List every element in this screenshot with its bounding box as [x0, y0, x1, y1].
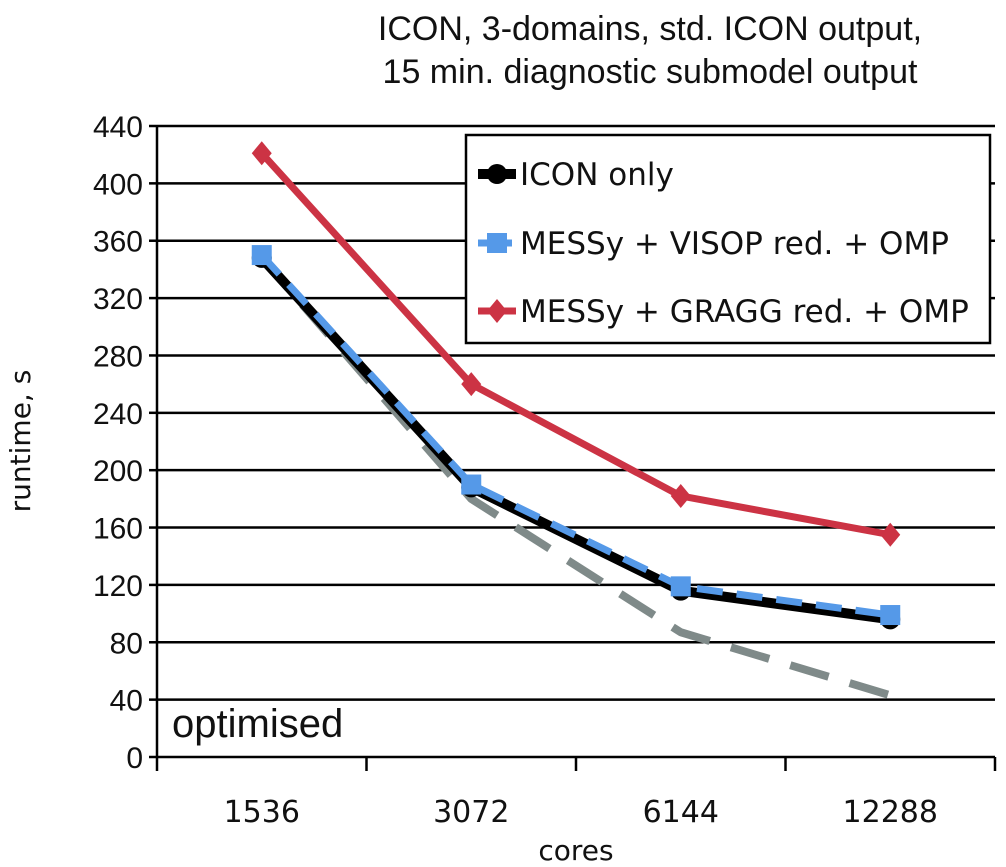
- legend: ICON only MESSy + VISOP red. + OMP MESSy +…: [464, 133, 992, 345]
- y-tick-label: 0: [126, 742, 143, 775]
- series-1: [251, 245, 901, 626]
- y-tick-label: 360: [93, 226, 143, 259]
- y-tick-label: 200: [93, 455, 143, 488]
- y-axis-label: runtime, s: [4, 370, 37, 513]
- y-tick-label: 400: [93, 168, 143, 201]
- data-point: [880, 605, 901, 626]
- y-tick-label: 440: [93, 111, 143, 144]
- axes: [155, 126, 997, 771]
- legend-item: MESSy + VISOP red. + OMP: [478, 226, 949, 262]
- x-axis-tick-labels: 1536 3072 6144 12288: [224, 795, 938, 830]
- data-point: [670, 483, 691, 508]
- y-tick-label: 240: [93, 398, 143, 431]
- annotation-optimised: optimised: [172, 702, 343, 746]
- chart-title-line-1: ICON, 3-domains, std. ICON output,: [378, 10, 922, 48]
- y-tick-label: 120: [93, 570, 143, 603]
- x-tick-label: 3072: [433, 795, 509, 830]
- y-axis-tick-labels: 0 40 80 120 160 200 240 280 320 360 400 440: [93, 111, 143, 775]
- y-tick-label: 40: [110, 685, 143, 718]
- legend-label: MESSy + VISOP red. + OMP: [520, 226, 949, 262]
- legend-item: MESSy + GRAGG red. + OMP: [478, 294, 969, 330]
- series-2: [251, 141, 901, 547]
- data-point: [461, 474, 482, 495]
- y-tick-label: 80: [110, 627, 143, 660]
- data-point: [461, 372, 482, 397]
- legend-box: [464, 133, 992, 345]
- data-point: [487, 164, 507, 184]
- legend-item: ICON only: [478, 157, 674, 193]
- x-tick-label: 12288: [843, 795, 938, 830]
- data-point: [251, 245, 272, 266]
- chart-title-line-2: 15 min. diagnostic submodel output: [383, 53, 918, 91]
- data-point: [487, 299, 507, 323]
- y-tick-label: 320: [93, 283, 143, 316]
- data-point: [880, 522, 901, 547]
- y-tick-label: 160: [93, 513, 143, 546]
- chart-title: ICON, 3-domains, std. ICON output, 15 mi…: [378, 10, 922, 91]
- data-point: [670, 576, 691, 597]
- x-tick-label: 1536: [224, 795, 300, 830]
- legend-label: ICON only: [520, 157, 674, 193]
- y-tick-label: 280: [93, 340, 143, 373]
- legend-label: MESSy + GRAGG red. + OMP: [520, 294, 969, 330]
- series-line: [259, 150, 891, 539]
- data-point: [251, 141, 272, 166]
- x-axis-label: cores: [538, 834, 613, 867]
- series-layer: [251, 141, 901, 700]
- series-line: [259, 252, 891, 619]
- data-point: [487, 233, 507, 253]
- series-line: [258, 254, 891, 625]
- x-tick-label: 6144: [643, 795, 719, 830]
